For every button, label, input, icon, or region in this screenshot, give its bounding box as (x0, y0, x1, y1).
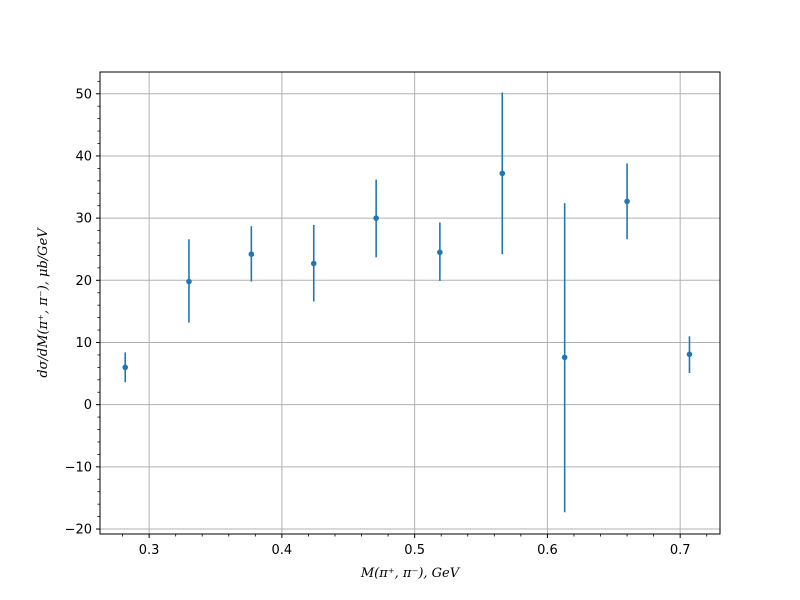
data-point (624, 198, 630, 205)
data-point (686, 351, 693, 358)
axis-ticks: 0.3 0.4 0.5 0.6 0.7 −20 −10 0 10 20 30 40 50 (65, 80, 708, 558)
y-tick-label: −10 (65, 460, 92, 475)
data-point (186, 278, 192, 285)
x-tick-label: 0.7 (670, 543, 691, 558)
y-tick-label: 30 (75, 212, 92, 227)
data-point (373, 215, 379, 221)
y-tick-label: −20 (65, 523, 92, 538)
y-tick-label: 20 (75, 274, 92, 289)
data-point (437, 249, 443, 256)
x-tick-label: 0.3 (139, 543, 160, 558)
x-axis-label: M(π⁺, π⁻), GeV (360, 566, 461, 581)
y-axis-label: dσ/dM(π⁺, π⁻), μb/GeV (36, 227, 51, 378)
data-point (561, 354, 568, 361)
y-tick-label: 10 (75, 336, 92, 351)
data-point (248, 251, 255, 257)
x-tick-label: 0.6 (537, 543, 558, 558)
x-tick-label: 0.4 (272, 543, 293, 558)
y-tick-label: 0 (84, 398, 92, 413)
data-point (499, 170, 506, 177)
y-tick-label: 50 (75, 87, 92, 102)
plot-frame (99, 71, 721, 535)
data-series (122, 92, 693, 513)
x-tick-label: 0.5 (404, 543, 425, 558)
data-point (122, 364, 129, 371)
y-tick-label: 40 (75, 149, 92, 164)
data-point (310, 260, 317, 267)
grid (100, 72, 720, 534)
